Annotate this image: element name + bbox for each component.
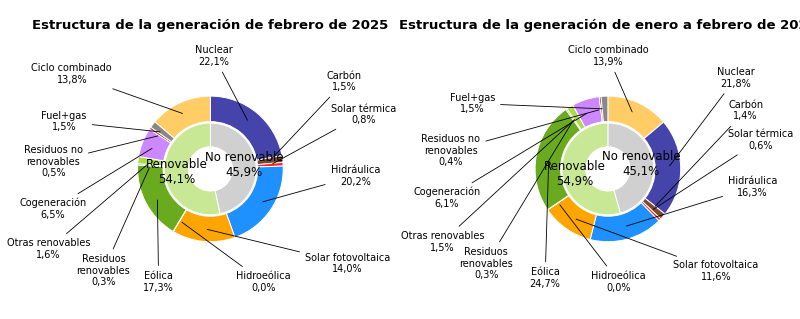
Wedge shape	[608, 96, 664, 138]
Wedge shape	[174, 210, 235, 242]
Wedge shape	[562, 123, 620, 215]
Wedge shape	[548, 196, 596, 240]
Text: Solar térmica
0,6%: Solar térmica 0,6%	[653, 129, 794, 210]
Wedge shape	[547, 196, 569, 210]
Text: Cogeneración
6,5%: Cogeneración 6,5%	[19, 148, 152, 220]
Text: Residuos no
renovables
0,5%: Residuos no renovables 0,5%	[24, 136, 158, 178]
Title: Estructura de la generación de enero a febrero de 2025: Estructura de la generación de enero a f…	[399, 19, 800, 32]
Text: Hidráulica
16,3%: Hidráulica 16,3%	[626, 176, 778, 226]
Wedge shape	[165, 123, 220, 215]
Circle shape	[189, 147, 232, 191]
Wedge shape	[150, 122, 174, 142]
Text: Solar fotovoltaica
11,6%: Solar fotovoltaica 11,6%	[576, 219, 758, 282]
Text: Eólica
24,7%: Eólica 24,7%	[530, 161, 561, 289]
Wedge shape	[642, 198, 665, 219]
Text: Solar térmica
0,8%: Solar térmica 0,8%	[273, 103, 396, 164]
Title: Estructura de la generación de febrero de 2025: Estructura de la generación de febrero d…	[32, 19, 389, 32]
Wedge shape	[138, 129, 170, 161]
Text: Renovable
54,9%: Renovable 54,9%	[543, 160, 606, 188]
Wedge shape	[138, 165, 186, 232]
Text: Carbón
1,5%: Carbón 1,5%	[272, 71, 362, 159]
Text: Fuel+gas
1,5%: Fuel+gas 1,5%	[450, 93, 602, 114]
Wedge shape	[173, 210, 186, 232]
Text: No renovable
45,1%: No renovable 45,1%	[602, 150, 681, 178]
Text: Carbón
1,4%: Carbón 1,4%	[655, 100, 763, 206]
Wedge shape	[138, 164, 163, 167]
Text: Hidráulica
20,2%: Hidráulica 20,2%	[263, 165, 380, 202]
Text: Renovable
54,1%: Renovable 54,1%	[146, 159, 208, 187]
Text: Hidroeólica
0,0%: Hidroeólica 0,0%	[182, 222, 290, 293]
Wedge shape	[601, 96, 608, 122]
Wedge shape	[210, 96, 282, 160]
Wedge shape	[150, 127, 172, 143]
Wedge shape	[566, 109, 582, 130]
Text: Nuclear
21,8%: Nuclear 21,8%	[670, 67, 755, 166]
Text: Solar fotovoltaica
14,0%: Solar fotovoltaica 14,0%	[207, 229, 390, 274]
Wedge shape	[567, 105, 585, 130]
Circle shape	[586, 147, 630, 191]
Text: Nuclear
22,1%: Nuclear 22,1%	[195, 45, 247, 120]
Wedge shape	[573, 97, 602, 127]
Text: Ciclo combinado
13,8%: Ciclo combinado 13,8%	[31, 63, 182, 114]
Wedge shape	[535, 109, 581, 210]
Text: Otras renovables
1,5%: Otras renovables 1,5%	[401, 120, 574, 253]
Text: Residuos no
renovables
0,4%: Residuos no renovables 0,4%	[422, 110, 599, 167]
Text: Cogeneración
6,1%: Cogeneración 6,1%	[414, 113, 587, 209]
Text: Fuel+gas
1,5%: Fuel+gas 1,5%	[42, 111, 160, 132]
Wedge shape	[138, 157, 164, 166]
Text: Residuos
renovables
0,3%: Residuos renovables 0,3%	[77, 168, 150, 287]
Wedge shape	[599, 96, 603, 122]
Wedge shape	[258, 162, 283, 167]
Text: Hidroeólica
0,0%: Hidroeólica 0,0%	[560, 205, 646, 293]
Wedge shape	[257, 156, 283, 165]
Text: Residuos
renovables
0,3%: Residuos renovables 0,3%	[459, 122, 572, 280]
Wedge shape	[608, 123, 654, 213]
Wedge shape	[641, 201, 661, 221]
Text: Ciclo combinado
13,9%: Ciclo combinado 13,9%	[567, 45, 648, 112]
Text: Eólica
17,3%: Eólica 17,3%	[143, 200, 174, 293]
Wedge shape	[210, 123, 256, 214]
Wedge shape	[226, 166, 283, 237]
Wedge shape	[155, 96, 210, 138]
Text: No renovable
45,9%: No renovable 45,9%	[205, 151, 283, 179]
Wedge shape	[644, 122, 681, 214]
Wedge shape	[590, 203, 659, 242]
Text: Otras renovables
1,6%: Otras renovables 1,6%	[6, 163, 149, 260]
